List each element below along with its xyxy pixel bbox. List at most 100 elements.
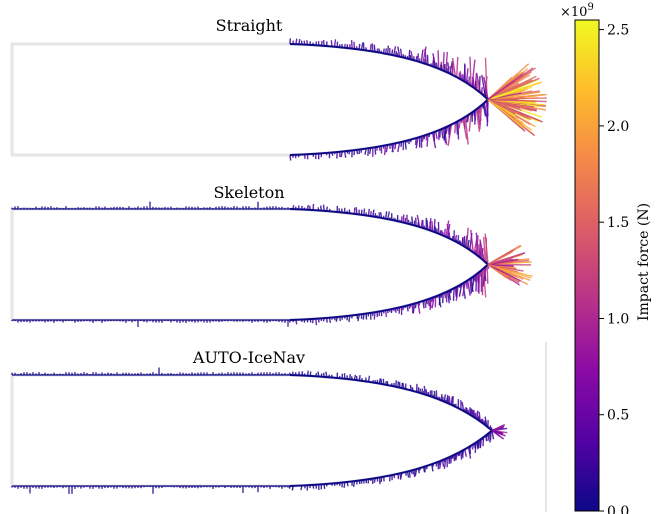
impact-line [363,208,366,216]
impact-line [408,471,411,478]
impact-line [451,57,457,77]
impact-line [417,302,421,314]
impact-line [474,442,477,453]
impact-line [344,151,347,158]
impact-line [454,235,458,242]
impact-line [462,281,466,297]
impact-line [489,431,492,441]
panel-auto-icenav: AUTO-IceNav [10,348,508,494]
impact-line [468,113,472,132]
impact-line [435,131,438,140]
impact-line [478,411,481,422]
impact-line [449,66,453,75]
impact-line [458,283,463,297]
impact-line [479,438,483,449]
impact-line [429,222,432,231]
colorbar-label: Impact force (N) [636,203,652,321]
impact-line [484,233,489,265]
impact-line [454,122,457,134]
impact-line [487,98,525,129]
impact-line [397,46,401,57]
impact-line [429,298,432,311]
impact-line [385,310,388,317]
impact-line [476,410,479,420]
colorbar-tick-label: 2.5 [607,23,629,39]
impact-line [487,263,519,273]
colorbar-multiplier: ×109 [560,2,594,20]
impact-line [355,207,358,215]
impact-line [484,416,488,427]
impact-line [393,46,397,56]
panel-title-skeleton: Skeleton [213,183,284,202]
impact-line [457,235,460,243]
impact-line [486,99,489,127]
impact-line [371,43,374,52]
hull-bow [289,373,495,488]
bow-edge-impacts [289,374,494,487]
impact-line [367,208,370,216]
impact-line [315,318,318,326]
impact-line [474,110,476,125]
hull-bow [289,207,491,322]
impact-line [367,375,371,382]
hull-stern [10,207,290,322]
colorbar-tick-label: 0.5 [607,408,629,424]
impact-line [473,409,476,418]
impact-line [457,121,460,140]
impact-line [463,236,466,247]
impact-line [398,307,401,314]
impact-line [445,126,449,135]
impact-line [443,228,446,237]
impact-line [468,76,470,85]
impact-line [440,394,443,401]
impact-line [374,147,377,155]
impact-line [445,220,450,237]
impact-line [431,464,434,472]
impact-line [465,227,469,248]
impact-line [412,303,416,314]
impact-line [427,299,430,307]
panel-straight: Straight [10,16,547,161]
impact-line [459,71,463,81]
impact-line [463,117,466,129]
impact-line [424,48,427,65]
impact-line [474,80,478,90]
impact-line [446,223,451,239]
impact-line [416,214,421,228]
impact-line [426,134,429,147]
impact-line [467,447,472,459]
impact-line [408,49,411,59]
impact-line [404,140,407,150]
panel-title-auto-icenav: AUTO-IceNav [192,348,305,367]
impact-line [476,108,481,126]
impact-line [447,124,453,147]
impact-line [469,56,472,86]
impact-line [461,401,465,412]
impact-line [433,218,436,232]
impact-line [452,288,455,301]
impact-line [478,271,481,294]
impact-line [373,312,376,320]
impact-line [479,239,485,262]
impact-line [433,390,436,398]
impact-line [443,394,447,402]
impact-line [487,263,514,267]
impact-line [464,449,467,457]
impact-line [397,142,401,153]
impact-line [491,426,504,432]
impact-line [438,460,442,469]
impact-line [456,56,459,78]
impact-line [458,119,462,129]
impact-line [378,477,381,485]
impact-line [432,53,437,68]
impact-line [487,73,523,101]
impact-line [322,204,325,211]
impact-line [420,49,424,63]
impact-line [454,287,457,297]
impact-line [475,79,480,92]
impact-line [385,211,388,219]
impact-line [462,118,468,140]
impact-line [472,76,475,89]
colorbar-tick-label: 1.5 [607,215,629,231]
